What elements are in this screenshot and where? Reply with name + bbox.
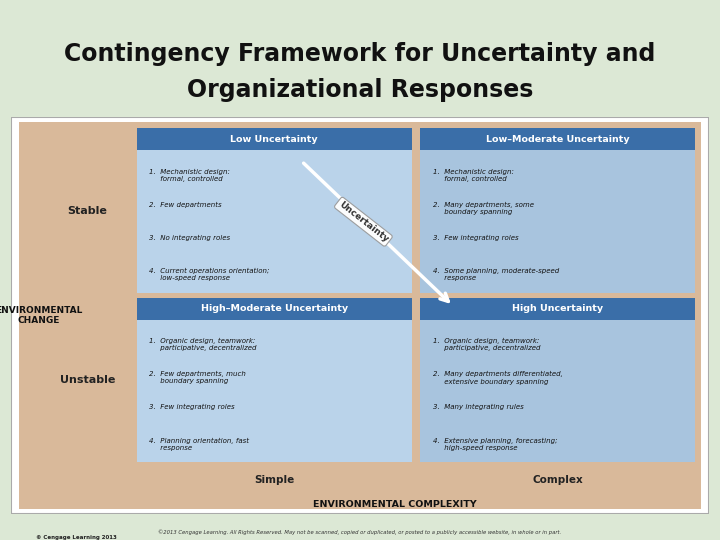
Text: Stable: Stable xyxy=(68,206,107,215)
Text: 3.  No integrating roles: 3. No integrating roles xyxy=(149,235,230,241)
Text: 4.  Some planning, moderate-speed
     response: 4. Some planning, moderate-speed respons… xyxy=(433,268,559,281)
Text: 2.  Many departments, some
     boundary spanning: 2. Many departments, some boundary spann… xyxy=(433,201,534,215)
Text: 3.  Few integrating roles: 3. Few integrating roles xyxy=(149,404,235,410)
Text: 1.  Organic design, teamwork:
     participative, decentralized: 1. Organic design, teamwork: participati… xyxy=(433,338,540,352)
Bar xyxy=(420,298,696,320)
Bar xyxy=(137,150,412,293)
Text: High Uncertainty: High Uncertainty xyxy=(512,304,603,313)
Text: High–Moderate Uncertainty: High–Moderate Uncertainty xyxy=(201,304,348,313)
Bar xyxy=(137,298,412,320)
Text: Simple: Simple xyxy=(254,475,294,485)
Text: 4.  Planning orientation, fast
     response: 4. Planning orientation, fast response xyxy=(149,437,249,451)
Text: Low Uncertainty: Low Uncertainty xyxy=(230,134,318,144)
Text: 1.  Mechanistic design:
     formal, controlled: 1. Mechanistic design: formal, controlle… xyxy=(433,168,513,182)
Text: ©2013 Cengage Learning. All Rights Reserved. May not be scanned, copied or dupli: ©2013 Cengage Learning. All Rights Reser… xyxy=(158,529,562,535)
Text: ENVIRONMENTAL COMPLEXITY: ENVIRONMENTAL COMPLEXITY xyxy=(313,500,477,509)
Bar xyxy=(420,150,696,293)
Text: 2.  Many departments differentiated,
     extensive boundary spanning: 2. Many departments differentiated, exte… xyxy=(433,371,562,384)
Text: 4.  Extensive planning, forecasting;
     high-speed response: 4. Extensive planning, forecasting; high… xyxy=(433,437,557,451)
Text: 4.  Current operations orientation;
     low-speed response: 4. Current operations orientation; low-s… xyxy=(149,268,269,281)
Text: 2.  Few departments: 2. Few departments xyxy=(149,201,222,208)
Text: Complex: Complex xyxy=(532,475,583,485)
Text: 1.  Organic design, teamwork:
     participative, decentralized: 1. Organic design, teamwork: participati… xyxy=(149,338,256,352)
Text: 2.  Few departments, much
     boundary spanning: 2. Few departments, much boundary spanni… xyxy=(149,371,246,384)
Text: 3.  Few integrating roles: 3. Few integrating roles xyxy=(433,235,518,241)
Bar xyxy=(420,129,696,150)
Text: © Cengage Learning 2013: © Cengage Learning 2013 xyxy=(36,535,117,540)
Bar xyxy=(420,320,696,462)
Text: Organizational Responses: Organizational Responses xyxy=(186,78,534,103)
Text: ENVIRONMENTAL
CHANGE: ENVIRONMENTAL CHANGE xyxy=(0,306,82,325)
Bar xyxy=(137,129,412,150)
Text: 1.  Mechanistic design:
     formal, controlled: 1. Mechanistic design: formal, controlle… xyxy=(149,168,230,182)
Bar xyxy=(137,320,412,462)
Text: Uncertainty: Uncertainty xyxy=(337,200,390,244)
Text: Unstable: Unstable xyxy=(60,375,115,385)
Text: Low–Moderate Uncertainty: Low–Moderate Uncertainty xyxy=(486,134,629,144)
Text: Contingency Framework for Uncertainty and: Contingency Framework for Uncertainty an… xyxy=(64,42,656,66)
Text: 3.  Many integrating rules: 3. Many integrating rules xyxy=(433,404,523,410)
